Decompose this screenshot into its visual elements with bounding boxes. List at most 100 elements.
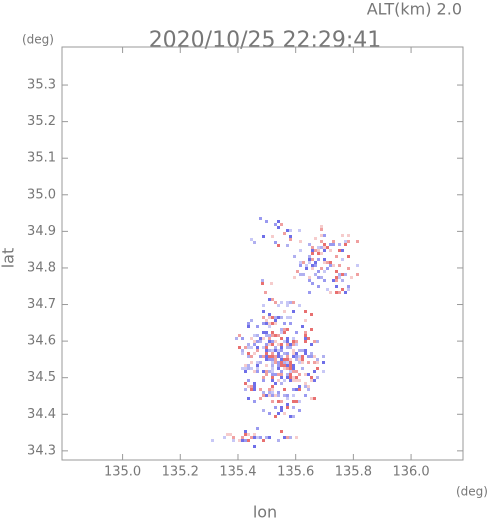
echo-pixel bbox=[311, 267, 314, 270]
echo-pixel bbox=[247, 352, 250, 355]
echo-pixel bbox=[289, 358, 292, 361]
echo-pixel bbox=[268, 388, 271, 391]
echo-pixel bbox=[277, 394, 280, 397]
echo-pixel bbox=[314, 273, 317, 276]
echo-pixel bbox=[302, 261, 305, 264]
echo-pixel bbox=[280, 328, 283, 331]
echo-pixel bbox=[298, 373, 301, 376]
echo-pixel bbox=[317, 276, 320, 279]
echo-pixel bbox=[298, 409, 301, 412]
echo-pixel bbox=[289, 436, 292, 439]
echo-pixel bbox=[283, 394, 286, 397]
echo-pixel bbox=[270, 282, 273, 285]
echo-pixel bbox=[283, 436, 286, 439]
echo-pixel bbox=[265, 358, 268, 361]
echo-pixel bbox=[262, 409, 265, 412]
echo-pixel bbox=[262, 379, 265, 382]
echo-pixel bbox=[271, 334, 274, 337]
echo-pixel bbox=[295, 355, 298, 358]
echo-pixel bbox=[347, 240, 350, 243]
echo-pixel bbox=[286, 346, 289, 349]
echo-pixel bbox=[277, 379, 280, 382]
echo-pixel bbox=[262, 370, 265, 373]
echo-pixel bbox=[301, 349, 304, 352]
echo-pixel bbox=[286, 367, 289, 370]
echo-pixel bbox=[271, 316, 274, 319]
echo-pixel bbox=[301, 355, 304, 358]
echo-pixel bbox=[304, 349, 307, 352]
echo-pixel bbox=[298, 304, 301, 307]
echo-pixel bbox=[280, 373, 283, 376]
echo-pixel bbox=[301, 361, 304, 364]
echo-pixel bbox=[308, 261, 311, 264]
echo-pixel bbox=[347, 234, 350, 237]
echo-pixel bbox=[286, 355, 289, 358]
echo-pixel bbox=[262, 331, 265, 334]
echo-pixel bbox=[283, 367, 286, 370]
echo-pixel bbox=[299, 261, 302, 264]
echo-pixel bbox=[280, 337, 283, 340]
echo-pixel bbox=[286, 304, 289, 307]
echo-pixel bbox=[289, 364, 292, 367]
echo-pixel bbox=[268, 340, 271, 343]
echo-pixel bbox=[265, 322, 268, 325]
echo-pixel bbox=[317, 285, 320, 288]
echo-pixel bbox=[295, 388, 298, 391]
echo-pixel bbox=[250, 361, 253, 364]
echo-pixel bbox=[293, 255, 296, 258]
echo-pixel bbox=[253, 370, 256, 373]
echo-pixel bbox=[326, 246, 329, 249]
echo-pixel bbox=[289, 373, 292, 376]
echo-pixel bbox=[307, 385, 310, 388]
echo-pixel bbox=[238, 439, 241, 442]
echo-pixel bbox=[323, 234, 326, 237]
echo-pixel bbox=[253, 340, 256, 343]
echo-pixel bbox=[286, 340, 289, 343]
echo-pixel bbox=[280, 400, 283, 403]
echo-pixel bbox=[265, 355, 268, 358]
echo-pixel bbox=[307, 388, 310, 391]
echo-pixel bbox=[311, 249, 314, 252]
echo-pixel bbox=[304, 334, 307, 337]
echo-pixel bbox=[262, 355, 265, 358]
echo-pixel bbox=[277, 361, 280, 364]
echo-pixel bbox=[253, 241, 256, 244]
echo-pixel bbox=[323, 261, 326, 264]
echo-pixel bbox=[292, 349, 295, 352]
echo-pixel bbox=[268, 349, 271, 352]
echo-pixel bbox=[314, 261, 317, 264]
echo-pixel bbox=[265, 346, 268, 349]
echo-pixel bbox=[256, 340, 259, 343]
echo-pixel bbox=[286, 397, 289, 400]
echo-pixel bbox=[286, 406, 289, 409]
echo-pixel bbox=[310, 352, 313, 355]
echo-pixel bbox=[307, 355, 310, 358]
echo-pixel bbox=[299, 273, 302, 276]
echo-pixel bbox=[286, 373, 289, 376]
echo-pixel bbox=[323, 249, 326, 252]
echo-pixel bbox=[277, 226, 280, 229]
y-tick-label: 34.3 bbox=[27, 443, 56, 458]
x-tick-label: 135.2 bbox=[162, 465, 199, 480]
echo-pixel bbox=[308, 243, 311, 246]
echo-pixel bbox=[280, 364, 283, 367]
echo-pixel bbox=[347, 267, 350, 270]
echo-pixel bbox=[244, 367, 247, 370]
echo-pixel bbox=[286, 361, 289, 364]
echo-pixel bbox=[332, 243, 335, 246]
echo-pixel bbox=[253, 382, 256, 385]
echo-pixel bbox=[317, 258, 320, 261]
echo-pixel bbox=[293, 276, 296, 279]
echo-pixel bbox=[247, 343, 250, 346]
echo-pixel bbox=[268, 316, 271, 319]
echo-pixel bbox=[274, 340, 277, 343]
echo-pixel bbox=[289, 229, 292, 232]
echo-pixel bbox=[307, 373, 310, 376]
chart-title: 2020/10/25 22:29:41 bbox=[149, 28, 382, 53]
echo-pixel bbox=[308, 276, 311, 279]
echo-pixel bbox=[292, 337, 295, 340]
echo-pixel bbox=[256, 325, 259, 328]
echo-pixel bbox=[274, 301, 277, 304]
echo-pixel bbox=[304, 352, 307, 355]
echo-pixel bbox=[304, 340, 307, 343]
